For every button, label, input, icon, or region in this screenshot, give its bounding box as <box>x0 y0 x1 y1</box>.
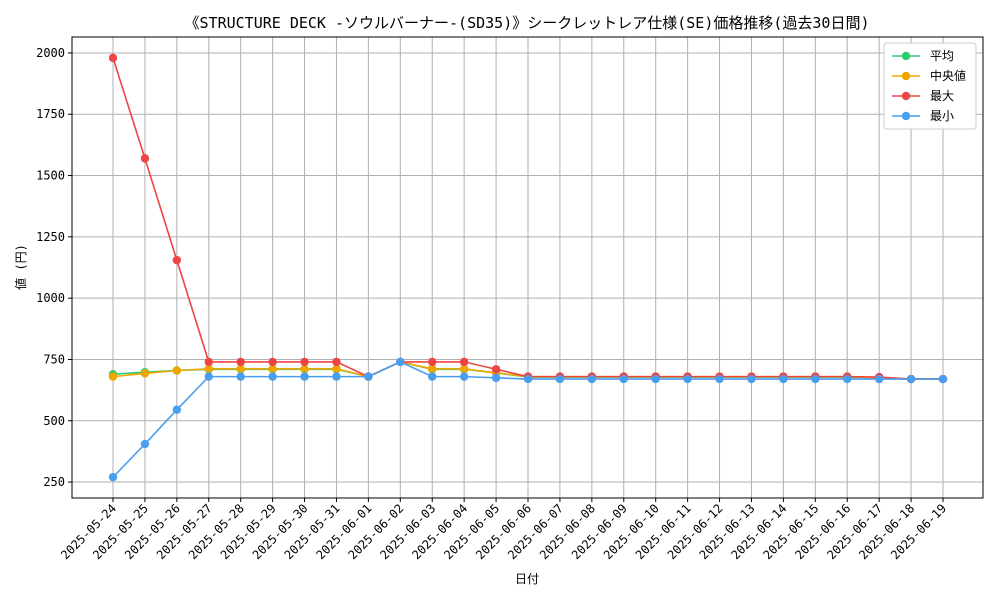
data-point <box>172 366 182 375</box>
data-point <box>140 154 150 163</box>
grid-lines <box>72 37 983 498</box>
data-point <box>906 374 916 384</box>
data-point <box>108 472 118 482</box>
data-point <box>811 374 820 384</box>
legend-label: 最小 <box>930 109 954 123</box>
legend-label: 平均 <box>930 49 954 63</box>
data-point <box>715 374 724 384</box>
data-point <box>204 372 213 381</box>
data-point <box>332 372 341 381</box>
y-tick-label: 750 <box>43 352 65 366</box>
data-point <box>172 405 182 414</box>
y-tick-label: 2000 <box>36 46 65 60</box>
data-point <box>779 374 788 384</box>
series-3 <box>108 357 948 482</box>
data-point <box>491 373 501 383</box>
data-point <box>938 374 948 384</box>
data-point <box>204 364 213 373</box>
data-point <box>300 357 309 367</box>
data-point <box>108 53 118 63</box>
y-tick-label: 1000 <box>36 291 65 305</box>
data-point <box>651 374 660 384</box>
data-point <box>843 374 852 384</box>
data-point <box>300 372 309 381</box>
data-point <box>140 439 150 449</box>
data-point <box>236 357 245 367</box>
x-axis-label: 日付 <box>515 572 539 586</box>
y-tick-label: 1250 <box>36 230 65 244</box>
data-point <box>332 357 341 367</box>
data-point <box>428 357 437 367</box>
data-point <box>268 364 277 373</box>
y-tick-label: 1750 <box>36 107 65 121</box>
data-point <box>683 374 692 384</box>
legend-marker <box>901 111 911 121</box>
data-point <box>140 369 150 378</box>
y-axis-ticks: 250 500 750 1000 1250 1500 1750 2000 <box>36 46 72 489</box>
y-axis-label: 値 (円) <box>13 244 28 290</box>
y-tick-label: 1500 <box>36 169 65 183</box>
legend-marker <box>901 71 911 81</box>
data-point <box>364 372 373 381</box>
data-point <box>587 374 597 384</box>
legend-item: 最小 <box>892 109 954 123</box>
y-tick-label: 500 <box>43 414 65 428</box>
y-tick-label: 250 <box>43 475 65 489</box>
series-lines <box>108 53 948 482</box>
data-point <box>268 372 277 381</box>
data-point <box>428 364 437 373</box>
data-point <box>428 372 437 381</box>
data-point <box>747 374 756 384</box>
legend-item: 平均 <box>892 49 954 63</box>
legend-item: 最大 <box>892 89 954 103</box>
data-point <box>459 357 469 367</box>
data-point <box>332 364 341 373</box>
data-point <box>459 364 469 373</box>
data-point <box>268 357 277 367</box>
data-point <box>523 374 533 384</box>
data-point <box>300 364 309 373</box>
legend-item: 中央値 <box>892 68 966 83</box>
legend-marker <box>901 91 911 101</box>
data-point <box>204 357 213 367</box>
data-point <box>108 372 118 381</box>
data-point <box>491 365 501 374</box>
data-point <box>619 374 628 384</box>
data-point <box>236 364 245 373</box>
x-axis-ticks: 2025-05-242025-05-252025-05-262025-05-27… <box>58 498 949 562</box>
legend-box <box>883 42 977 130</box>
data-point <box>396 357 405 367</box>
data-point <box>172 255 182 265</box>
legend-marker <box>901 51 911 61</box>
data-point <box>874 374 884 384</box>
chart-title: 《STRUCTURE DECK -ソウルバーナー-(SD35)》シークレットレア… <box>185 14 870 32</box>
data-point <box>459 372 469 381</box>
data-point <box>555 374 565 384</box>
data-point <box>236 372 245 381</box>
legend-label: 最大 <box>930 89 954 103</box>
legend-label: 中央値 <box>930 68 966 83</box>
